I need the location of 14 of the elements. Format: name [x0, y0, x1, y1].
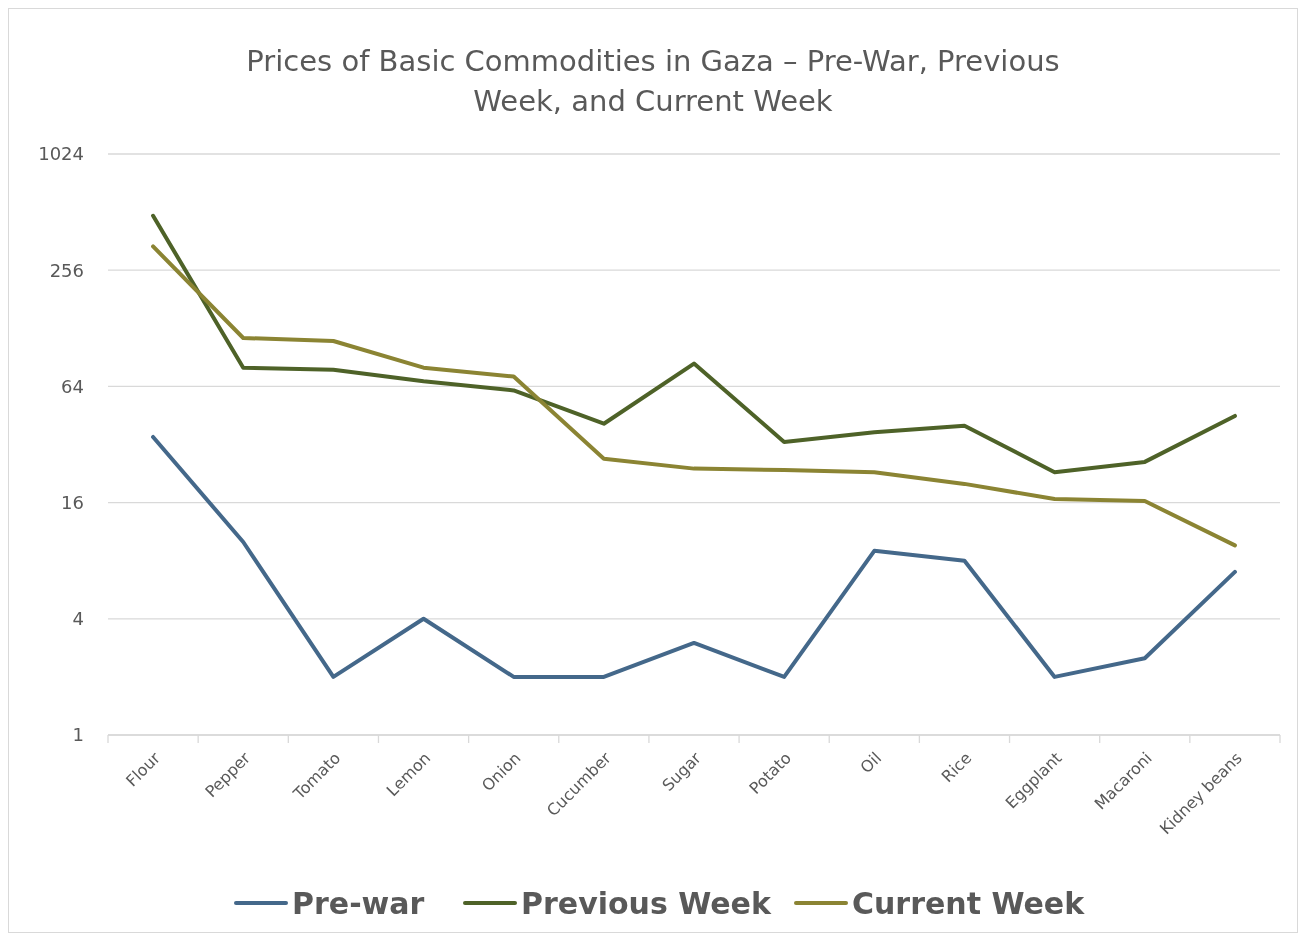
- legend-label: Current Week: [852, 885, 1086, 921]
- line-series: [151, 244, 1237, 548]
- y-tick-label: 1024: [38, 143, 84, 165]
- y-tick-label: 256: [49, 259, 84, 281]
- line-series: [151, 434, 1237, 679]
- y-tick-label: 4: [72, 608, 84, 630]
- x-tick-label: Oil: [856, 748, 886, 778]
- legend-label: Pre-war: [292, 885, 425, 921]
- y-tick-label: 16: [61, 491, 84, 513]
- y-tick-label: 1: [72, 724, 84, 746]
- line-series: [151, 213, 1237, 475]
- y-tick-label: 64: [61, 375, 84, 397]
- legend-label: Previous Week: [521, 885, 772, 921]
- chart-title: Prices of Basic Commodities in Gaza – Pre-War, Previous Week, and Current Week: [246, 44, 1060, 118]
